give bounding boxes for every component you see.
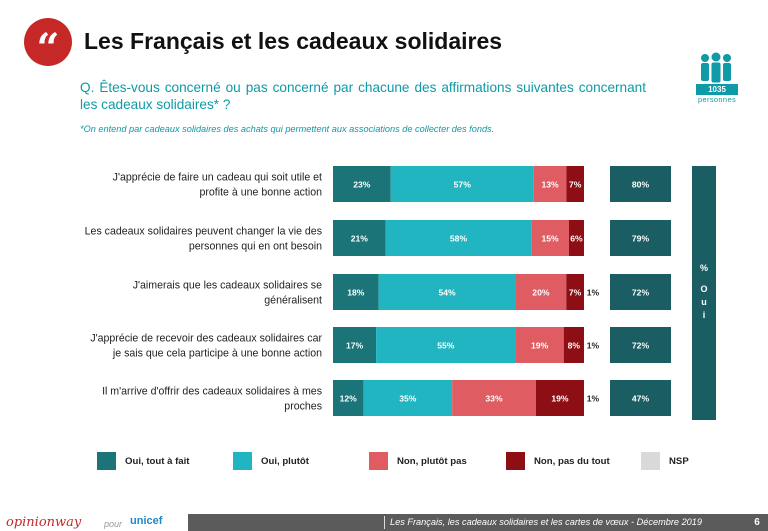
footnote: *On entend par cadeaux solidaires des ac…: [80, 124, 495, 134]
oui-label-char: O: [700, 284, 708, 294]
bar-value-label: 55%: [437, 341, 455, 351]
bar-value-label: 19%: [531, 341, 549, 351]
quote-icon: “: [24, 18, 72, 72]
oui-total-value: 72%: [632, 288, 650, 298]
bar-value-label: 23%: [353, 180, 371, 190]
legend-item-oui-plutot: Oui, plutôt: [233, 452, 309, 470]
footer-brand-logo: opinionway: [6, 515, 82, 530]
legend-item-non-pas-du-tout: Non, pas du tout: [506, 452, 610, 470]
legend-swatch: [369, 452, 388, 470]
bar-segment: [376, 327, 516, 363]
bar-value-label: 7%: [569, 180, 582, 190]
bar-segment: [390, 166, 534, 202]
people-icon: [701, 52, 731, 83]
legend-swatch: [97, 452, 116, 470]
bar-value-label: 7%: [569, 288, 582, 298]
oui-total-value: 79%: [632, 234, 650, 244]
bar-value-label: 21%: [351, 234, 369, 244]
bar-segment: [385, 220, 532, 256]
bar-segment: [333, 274, 379, 310]
oui-total-box: [610, 274, 671, 310]
bar-segment: [533, 166, 567, 202]
bar-segment: [378, 274, 516, 310]
footer-band: [188, 514, 748, 531]
bar-value-label: 35%: [399, 394, 417, 404]
survey-question: Q. Êtes-vous concerné ou pas concerné pa…: [80, 80, 646, 112]
bar-value-label: 57%: [454, 180, 472, 190]
category-label: J'apprécie de faire un cadeau qui soit u…: [113, 172, 322, 199]
category-label: Il m'arrive d'offrir des cadeaux solidai…: [102, 386, 322, 413]
category-label: Les cadeaux solidaires peuvent changer l…: [85, 226, 322, 253]
legend-label: NSP: [669, 455, 689, 467]
oui-label-char: %: [699, 263, 708, 273]
oui-total-value: 47%: [632, 394, 650, 404]
bar-value-label: 17%: [346, 341, 364, 351]
bar-segment: [515, 327, 564, 363]
bar-value-label: 1%: [587, 341, 600, 351]
bar-segment: [568, 220, 584, 256]
bar-value-label: 54%: [438, 288, 456, 298]
bar-value-label: 6%: [570, 234, 583, 244]
oui-total-box: [610, 166, 671, 202]
bar-segment: [515, 274, 567, 310]
bar-value-label: 33%: [485, 394, 503, 404]
bar-value-label: 1%: [587, 288, 600, 298]
bar-value-label: 20%: [532, 288, 550, 298]
bar-segment: [333, 327, 377, 363]
bar-segment: [531, 220, 569, 256]
legend-item-non-plutot-pas: Non, plutôt pas: [369, 452, 467, 470]
bar-value-label: 1%: [587, 394, 600, 404]
bar-value-label: 18%: [347, 288, 365, 298]
oui-total-column-band: [692, 166, 716, 420]
bar-segment: [535, 380, 584, 416]
category-label: J'apprécie de recevoir des cadeaux solid…: [90, 333, 322, 360]
oui-label-char: i: [702, 310, 706, 320]
bar-segment: [333, 166, 391, 202]
bar-segment: [452, 380, 536, 416]
footer-client-logo: unicef: [130, 515, 163, 527]
category-label: J'aimerais que les cadeaux solidaires se…: [133, 280, 322, 307]
oui-total-box: [610, 220, 671, 256]
legend-swatch: [641, 452, 660, 470]
oui-total-value: 80%: [632, 180, 650, 190]
bar-segment: [333, 220, 386, 256]
bar-segment: [563, 327, 584, 363]
bar-segment: [333, 380, 364, 416]
page-number: 6: [746, 514, 768, 531]
page-title: Les Français et les cadeaux solidaires: [84, 28, 503, 54]
footer-text: Les Français, les cadeaux solidaires et …: [390, 517, 703, 527]
legend-item-nsp: NSP: [641, 452, 689, 470]
oui-total-box: [610, 380, 671, 416]
sample-label: personnes: [697, 95, 737, 104]
bar-value-label: 13%: [542, 180, 560, 190]
footer-separator: [384, 516, 385, 529]
bar-segment: [566, 274, 584, 310]
legend-label: Non, plutôt pas: [397, 455, 467, 467]
bar-value-label: 58%: [450, 234, 468, 244]
legend-swatch: [506, 452, 525, 470]
footer-pour: pour: [104, 519, 123, 529]
sample-count: 1035: [696, 84, 738, 95]
bar-value-label: 12%: [340, 394, 358, 404]
oui-total-box: [610, 327, 671, 363]
bar-value-label: 19%: [551, 394, 569, 404]
oui-total-value: 72%: [632, 341, 650, 351]
bar-segment: [363, 380, 453, 416]
legend-label: Oui, tout à fait: [125, 455, 190, 467]
bar-segment: [566, 166, 584, 202]
legend-label: Non, pas du tout: [534, 455, 610, 467]
legend-label: Oui, plutôt: [261, 455, 309, 467]
legend-item-oui-tout-a-fait: Oui, tout à fait: [97, 452, 190, 470]
bar-value-label: 15%: [542, 234, 560, 244]
legend-swatch: [233, 452, 252, 470]
oui-label-char: u: [701, 297, 707, 307]
bar-value-label: 8%: [568, 341, 581, 351]
